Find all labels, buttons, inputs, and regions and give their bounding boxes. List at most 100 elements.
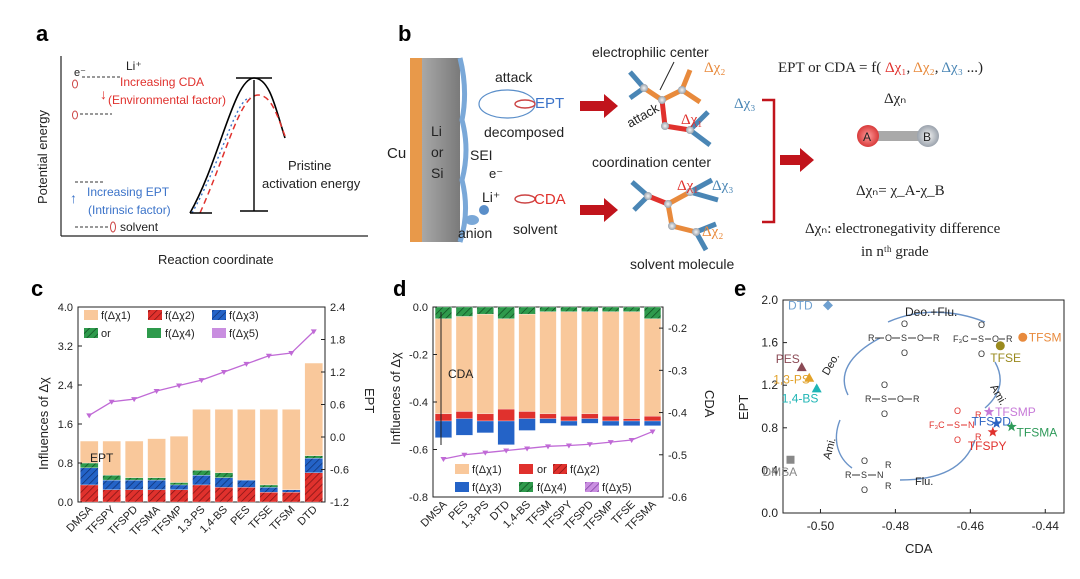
y2label-d: CDA	[702, 390, 717, 418]
point-label-TFSPD: TFSPD	[972, 415, 1012, 429]
curve-deo	[843, 337, 881, 396]
panel-a: a Potential energy Reaction coordinate e…	[35, 21, 368, 267]
solvent-text-b: solvent	[513, 221, 557, 237]
bar-f(Δχ1)	[518, 313, 536, 412]
x-tick-label: -0.50	[807, 519, 835, 533]
panel-c: c 0.0 0.8 1.6 2.4 3.2 4.0 -1.2 -0.6 0.0 0.6 1.2 1.…	[31, 276, 377, 538]
energy-curve-red	[199, 94, 286, 214]
annotation-deo-flu: Deo.+Flu.	[905, 305, 957, 319]
annotation-flu: Flu.	[915, 476, 933, 488]
bar-f(Δχ1)	[169, 436, 189, 483]
svg-text:O: O	[897, 394, 904, 404]
decomposed-text: decomposed	[484, 124, 564, 140]
curve-deo-flu	[887, 311, 986, 323]
svg-text:O: O	[917, 333, 924, 343]
cda-point	[524, 446, 531, 452]
point-label-1,3-PS: 1,3-PS	[773, 373, 810, 387]
formula-ept-cda: EPT or CDA = f( Δχ₁, Δχ₂, Δχ₃ ...)	[778, 60, 983, 76]
bar-f(Δχ4)	[455, 306, 473, 317]
svg-text:S: S	[901, 333, 907, 343]
cu-text: Cu	[387, 145, 406, 162]
annotation-deo: Deo.	[820, 351, 842, 377]
legend-label-chi2: f(Δχ2)	[165, 310, 195, 322]
point-TFSE	[995, 341, 1005, 351]
ept-point	[176, 383, 183, 389]
y2-tick-label: -0.6	[330, 465, 349, 477]
point-label-PES: PES	[776, 352, 800, 366]
electrophilic-text: electrophilic center	[592, 44, 709, 60]
bar-f(Δχ3)	[125, 479, 144, 490]
cda-annotation: CDA	[448, 367, 473, 381]
bar-f(Δχ4)	[602, 306, 620, 312]
legend-or: or	[537, 464, 547, 476]
ept-point	[108, 399, 115, 405]
bar-f(Δχ1)	[282, 409, 301, 490]
bar-f(Δχ2)	[147, 489, 166, 503]
bar-f(Δχ3)	[455, 418, 473, 436]
ept-point	[131, 397, 138, 403]
bar-f(Δχ2)	[125, 489, 144, 503]
cda-point	[586, 442, 593, 448]
atom-a-label: A	[863, 130, 871, 144]
y-tick-label: 4.0	[58, 302, 73, 314]
bar-f(Δχ2)	[602, 416, 620, 422]
dchi2-bottom: Δχ₂	[702, 224, 724, 240]
bar-f(Δχ1)	[259, 409, 278, 486]
li-text: Li	[431, 123, 442, 139]
bar-f(Δχ1)	[125, 440, 144, 478]
svg-text:S: S	[861, 470, 867, 480]
dchi3-top: Δχ₃	[734, 96, 756, 112]
svg-text:R: R	[933, 333, 940, 343]
svg-text:R: R	[845, 470, 852, 480]
ept-text-line2: (Intrinsic factor)	[88, 203, 171, 217]
svg-text:O: O	[881, 409, 888, 419]
dchi2-top: Δχ₂	[704, 60, 726, 76]
svg-text:O: O	[954, 435, 961, 445]
point-label-1,4-BS: 1,4-BS	[782, 391, 819, 405]
svg-text:S: S	[954, 420, 960, 430]
y-tick-label: 2.0	[761, 293, 778, 307]
bond-bar	[868, 131, 924, 141]
cda-text-line2: (Environmental factor)	[108, 93, 226, 107]
ept-point	[153, 388, 160, 394]
svg-text:O: O	[992, 334, 999, 344]
molecule-bottom	[630, 177, 719, 252]
ept-arrow-icon: ↑	[70, 190, 77, 206]
y2-tick-label: -0.5	[668, 450, 687, 462]
y-tick-label: 0.8	[58, 458, 73, 470]
electron-symbol: e⁻	[74, 67, 86, 79]
y2-tick-label: 1.8	[330, 335, 345, 347]
bar-f(Δχ2)	[304, 472, 323, 503]
arrow-icon-right	[780, 148, 814, 172]
y2label-c: EPT	[362, 388, 377, 413]
bar-f(Δχ3)	[237, 479, 256, 488]
bar-f(Δχ1)	[476, 313, 494, 415]
y-tick-label: 2.4	[58, 380, 73, 392]
svg-text:O: O	[885, 333, 892, 343]
structure-trifluoro-sulfonate: F₃C S OO O R	[953, 320, 1013, 359]
point-TFSPD	[991, 418, 1002, 428]
bar-f(Δχ2)	[560, 416, 578, 422]
y-tick-label: 0.0	[761, 506, 778, 520]
legend-swatch-chi5	[585, 482, 599, 492]
bar-f(Δχ3)	[304, 457, 323, 473]
bar-f(Δχ4)	[147, 477, 166, 481]
bar-f(Δχ4)	[192, 470, 211, 476]
panel-a-label: a	[36, 21, 49, 46]
bar-f(Δχ1)	[581, 311, 599, 415]
structure-trifluoro-sulfonamide: F₃C S O O N R R	[929, 406, 982, 445]
y2-tick-label: -0.2	[668, 323, 687, 335]
legend-or: or	[101, 328, 111, 340]
si-text: Si	[431, 165, 443, 181]
molecule-top	[628, 69, 712, 147]
legend-swatch-chi2	[519, 464, 533, 474]
y-tick-label: -0.4	[409, 397, 428, 409]
legend-swatch-chi4	[519, 482, 533, 492]
xlabel-e: CDA	[905, 541, 933, 556]
point-1,3-PS	[804, 372, 815, 382]
point-TFSPY	[987, 426, 998, 437]
bar-f(Δχ1)	[192, 409, 211, 471]
cda-point	[482, 450, 489, 456]
